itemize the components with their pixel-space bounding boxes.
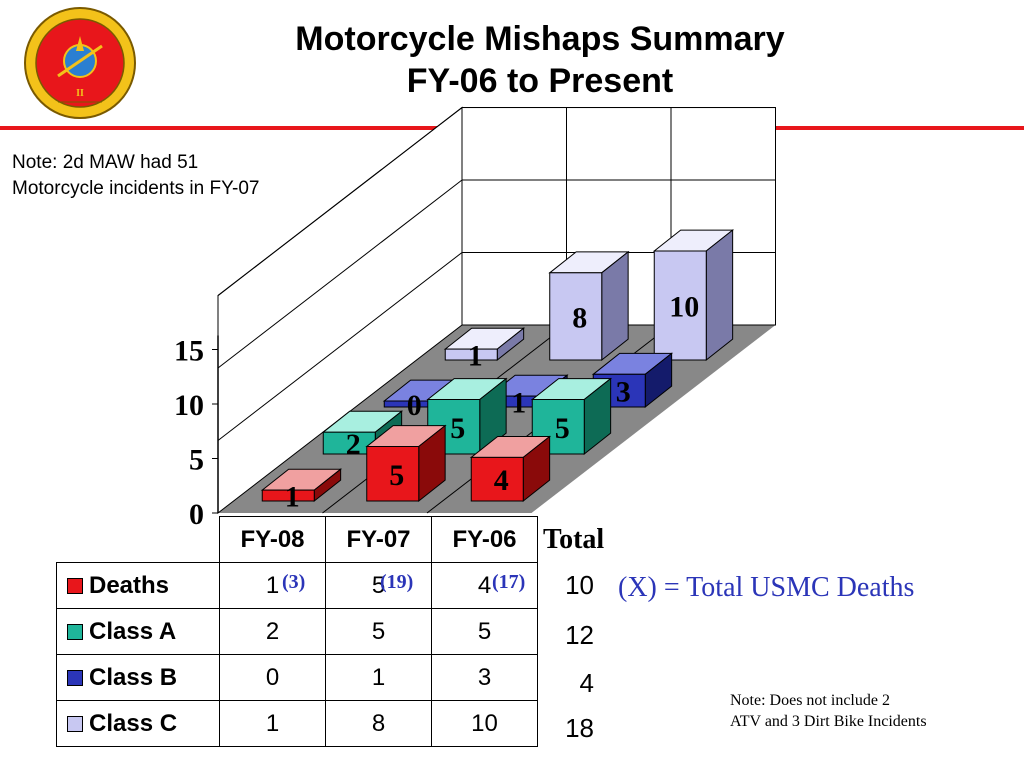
bar-class-c [652,229,735,362]
bar-value-label: 1 [285,481,300,514]
table-cell: 1 [325,654,432,701]
bar-value-label: 2 [346,428,361,461]
y-tick-label: 0 [189,498,204,531]
bar-deaths [469,435,552,503]
legend-swatch-class-b [67,670,83,687]
bar-value-label: 5 [389,459,404,492]
note-top-left: Note: 2d MAW had 51 Motorcycle incidents… [12,152,260,199]
note-bottom-right: Note: Does not include 2 ATV and 3 Dirt … [730,692,927,730]
chart-bars [260,229,735,503]
col-header: FY-06 [431,516,538,563]
table-row-class-a: Class A 2 5 5 [56,608,538,655]
table-cell: 1 [219,700,326,747]
table-cell: 3 [431,654,538,701]
bar-deaths [260,468,343,503]
bar-class-c [443,327,526,362]
bar-deaths [365,424,447,503]
bar-value-label: 0 [407,389,422,422]
gridline [217,179,463,369]
gridline [217,107,463,296]
legend-swatch-class-a [67,624,83,641]
total-header: Total [543,524,605,555]
legend-swatch-class-c [67,716,83,733]
total-value: 12 [565,620,594,650]
col-header: FY-08 [219,516,326,563]
bar-value-label: 3 [616,376,631,409]
bar-value-label: 4 [494,464,509,497]
table-cell: 0 [219,654,326,701]
gridline [217,252,463,441]
row-label: Class A [89,617,177,645]
title-line-2: FY-06 to Present [406,62,674,100]
usmc-deaths-note: (19) [380,571,414,593]
usmc-deaths-note: (17) [492,571,526,593]
total-value: 4 [579,668,594,698]
table-row-class-b: Class B 0 1 3 [56,654,538,701]
y-tick-label: 15 [174,335,204,368]
bar-value-label: 8 [572,301,587,334]
unit-emblem-logo: II [24,7,136,119]
total-value: 10 [565,570,594,600]
usmc-deaths-legend: (X) = Total USMC Deaths [618,572,915,603]
bar-value-label: 5 [450,412,465,445]
table-cell: 5 [371,571,386,599]
table-header-row: FY-08 FY-07 FY-06 [57,516,538,563]
table-cell: 8 [325,700,432,747]
table-cell: 2 [219,608,326,655]
table-cell: 5 [431,608,538,655]
table-cell: 4 [477,571,492,599]
row-label: Class B [89,663,178,691]
y-tick-label: 10 [174,389,204,422]
bar-value-label: 1 [468,340,483,373]
table-row-class-c: Class C 1 8 10 [56,700,538,747]
col-header: FY-07 [325,516,432,563]
bar-value-label: 5 [555,412,570,445]
bar-value-label: 1 [511,387,526,420]
y-tick-label: 5 [189,444,204,477]
row-label: Class C [89,709,178,737]
table-cell: 10 [431,700,538,747]
bar-value-label: 10 [669,291,699,324]
bar-class-c [548,250,630,362]
slide-title: Motorcycle Mishaps Summary FY-06 to Pres… [180,18,900,102]
data-table: FY-08 FY-07 FY-06 Deaths 1 (3) 5 (19) 4 (17… [56,516,538,747]
usmc-deaths-note: (3) [282,571,306,593]
table-row-deaths: Deaths 1 (3) 5 (19) 4 (17) [56,562,538,609]
table-cell: 1 [265,571,280,599]
row-label: Deaths [89,571,170,599]
table-cell: 5 [325,608,432,655]
logo-numeral: II [76,88,84,99]
title-line-1: Motorcycle Mishaps Summary [295,20,785,58]
legend-swatch-deaths [67,578,83,595]
total-value: 18 [565,713,594,743]
bar-class-a [530,377,613,456]
